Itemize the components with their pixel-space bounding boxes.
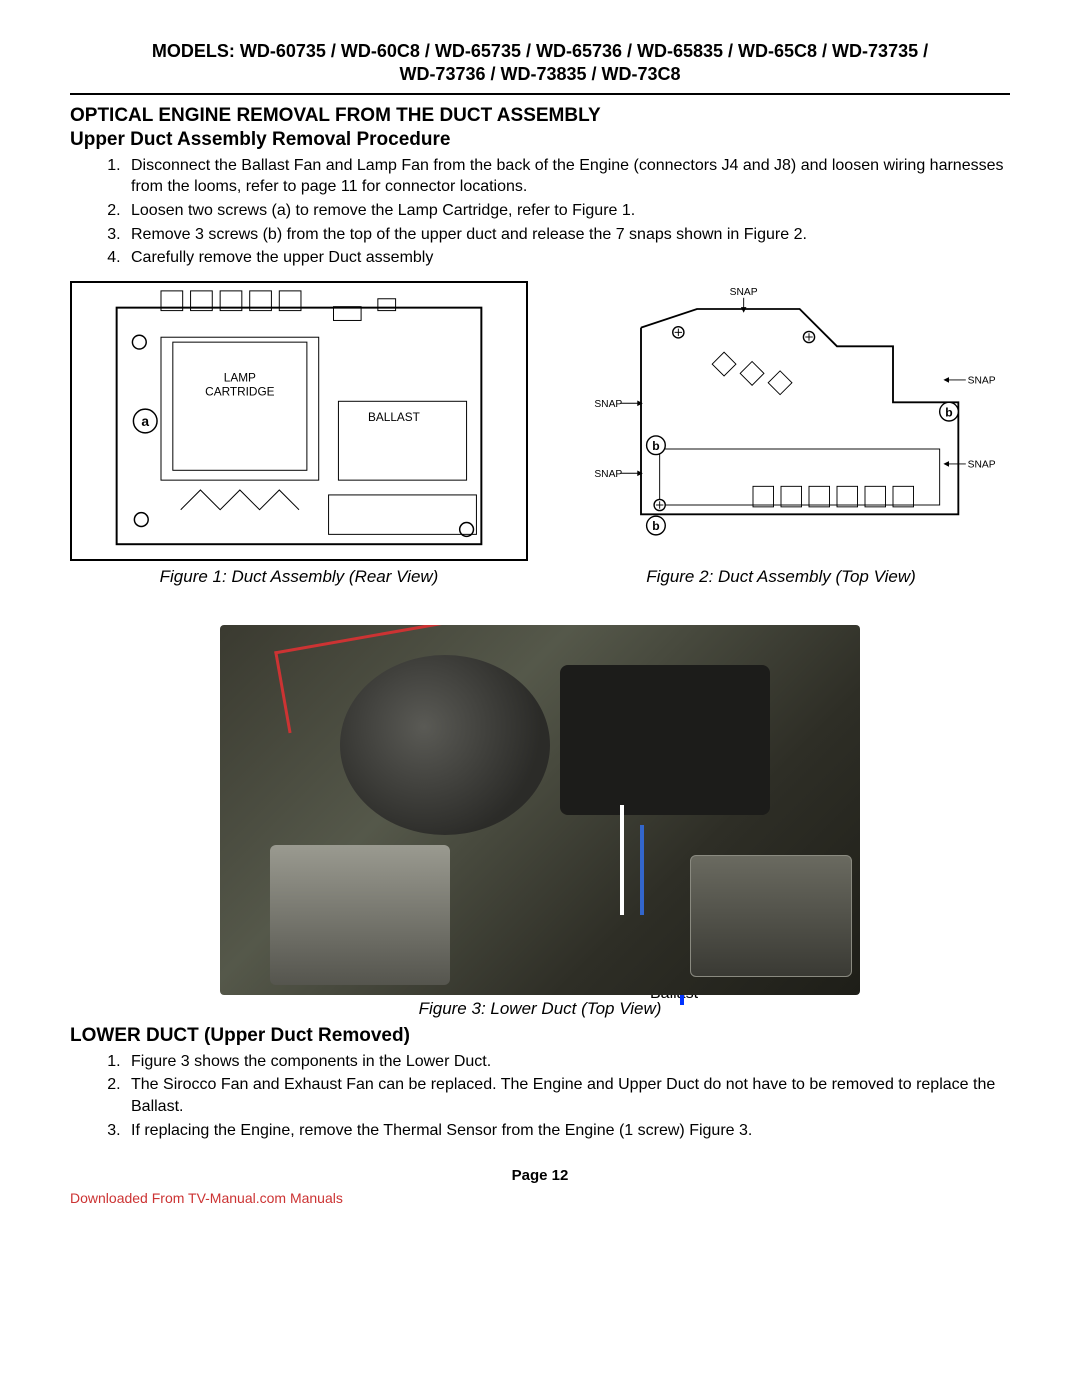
figure-3-caption: Figure 3: Lower Duct (Top View) [190, 999, 890, 1019]
photo-region [690, 855, 852, 977]
models-line-2: WD-73736 / WD-73835 / WD-73C8 [70, 63, 1010, 86]
svg-text:b: b [652, 439, 659, 453]
figures-row: LAMP CARTRIDGE a BALLAST Figure 1: Du [70, 281, 1010, 587]
header-rule [70, 93, 1010, 95]
figure-1-diagram: LAMP CARTRIDGE a BALLAST [70, 281, 528, 561]
svg-text:SNAP: SNAP [594, 399, 622, 410]
procedure-list-2: Figure 3 shows the components in the Low… [125, 1051, 1010, 1141]
svg-text:LAMP: LAMP [224, 370, 256, 384]
section-subtitle-1: Upper Duct Assembly Removal Procedure [70, 129, 1010, 151]
section-title-2: LOWER DUCT (Upper Duct Removed) [70, 1025, 1010, 1047]
proc2-item: Figure 3 shows the components in the Low… [125, 1051, 1010, 1073]
photo-wires [640, 825, 704, 915]
figure-2-caption: Figure 2: Duct Assembly (Top View) [552, 567, 1010, 587]
svg-text:CARTRIDGE: CARTRIDGE [205, 384, 274, 398]
svg-text:b: b [945, 405, 952, 419]
proc1-item: Disconnect the Ballast Fan and Lamp Fan … [125, 155, 1010, 198]
svg-text:SNAP: SNAP [594, 469, 622, 480]
figure-3-wrap: Sirocco Fan Exhaust Fan Holders (3) Exha… [190, 625, 890, 1019]
page-number: Page 12 [70, 1167, 1010, 1184]
section-title-1: OPTICAL ENGINE REMOVAL FROM THE DUCT ASS… [70, 105, 1010, 127]
photo-region [270, 845, 450, 985]
procedure-list-1: Disconnect the Ballast Fan and Lamp Fan … [125, 155, 1010, 269]
proc1-item: Carefully remove the upper Duct assembly [125, 247, 1010, 269]
figure-2-diagram: SNAP SNAP SNAP SNAP SNAP b b b [552, 281, 1010, 561]
models-line-1: MODELS: WD-60735 / WD-60C8 / WD-65735 / … [70, 40, 1010, 63]
proc2-item: The Sirocco Fan and Exhaust Fan can be r… [125, 1074, 1010, 1117]
page: MODELS: WD-60735 / WD-60C8 / WD-65735 / … [0, 0, 1080, 1236]
proc1-item: Remove 3 screws (b) from the top of the … [125, 224, 1010, 246]
svg-text:b: b [652, 519, 659, 533]
figure-1-box: LAMP CARTRIDGE a BALLAST Figure 1: Du [70, 281, 528, 587]
photo-region [560, 665, 770, 815]
svg-text:BALLAST: BALLAST [368, 410, 420, 424]
proc2-item: If replacing the Engine, remove the Ther… [125, 1120, 1010, 1142]
svg-text:SNAP: SNAP [968, 375, 996, 386]
svg-text:SNAP: SNAP [730, 287, 758, 298]
figure-3-photo [220, 625, 860, 995]
proc1-item: Loosen two screws (a) to remove the Lamp… [125, 200, 1010, 222]
figure-2-box: SNAP SNAP SNAP SNAP SNAP b b b [552, 281, 1010, 587]
svg-text:SNAP: SNAP [968, 459, 996, 470]
footer-link[interactable]: Downloaded From TV-Manual.com Manuals [70, 1190, 1010, 1206]
models-header: MODELS: WD-60735 / WD-60C8 / WD-65735 / … [70, 40, 1010, 87]
figure-1-caption: Figure 1: Duct Assembly (Rear View) [70, 567, 528, 587]
svg-text:a: a [141, 414, 149, 429]
